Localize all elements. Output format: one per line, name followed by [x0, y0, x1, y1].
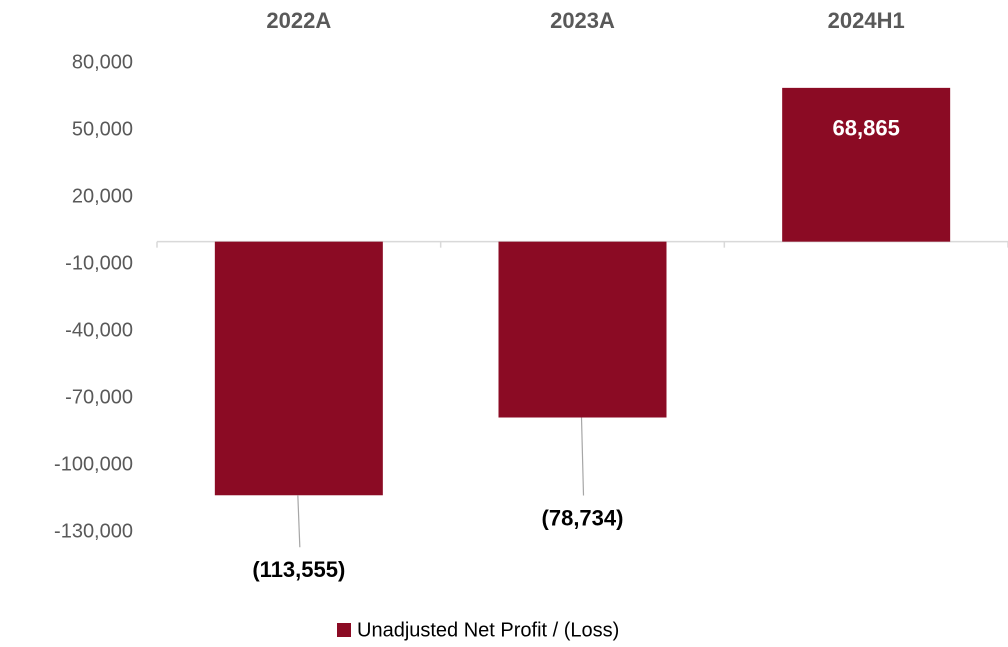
leader-line: [580, 417, 585, 496]
leader-line: [297, 495, 301, 548]
y-tick-label: 20,000: [72, 185, 133, 207]
value-label: 68,865: [833, 116, 900, 141]
y-tick-label: -100,000: [54, 453, 133, 475]
legend-swatch: [337, 623, 351, 637]
value-label: (113,555): [252, 557, 345, 582]
bar: [782, 87, 951, 242]
bar: [214, 241, 383, 496]
y-tick-label: -10,000: [65, 252, 133, 274]
y-tick-label: 80,000: [72, 51, 133, 73]
category-label: 2023A: [550, 8, 615, 33]
bar: [498, 241, 667, 418]
legend-label: Unadjusted Net Profit / (Loss): [357, 619, 619, 641]
category-label: 2024H1: [828, 8, 905, 33]
y-tick-label: -130,000: [54, 520, 133, 542]
category-label: 2022A: [266, 8, 331, 33]
y-tick-label: -40,000: [65, 319, 133, 341]
y-tick-label: -70,000: [65, 386, 133, 408]
value-label: (78,734): [542, 505, 624, 530]
y-tick-label: 50,000: [72, 118, 133, 140]
